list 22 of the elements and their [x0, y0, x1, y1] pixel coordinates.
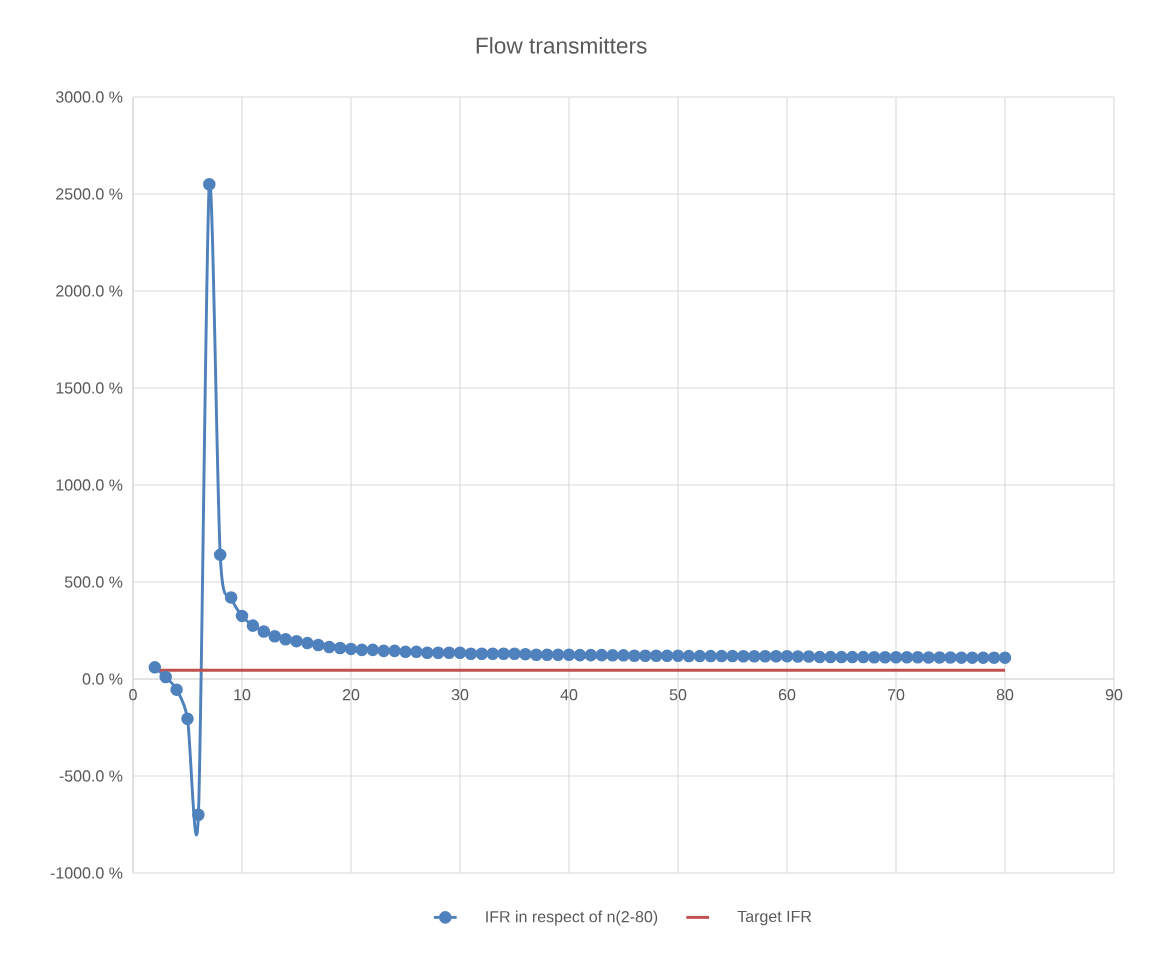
x-tick-label: 20: [342, 689, 360, 701]
y-tick-label: 1000.0 %: [56, 479, 123, 491]
y-tick-label: 2000.0 %: [56, 285, 123, 297]
x-tick-label: 40: [560, 689, 578, 701]
x-tick-label: 60: [778, 689, 796, 701]
x-tick-label: 50: [669, 689, 687, 701]
x-tick-label: 90: [1105, 689, 1123, 701]
x-tick-label: 30: [451, 689, 469, 701]
x-tick-label: 80: [996, 689, 1014, 701]
x-tick-label: 10: [234, 689, 251, 701]
x-tick-label: 0: [129, 689, 137, 701]
legend-label: Target IFR: [737, 910, 812, 926]
y-tick-label: 3000.0 %: [55, 91, 123, 103]
y-tick-label: 0.0 %: [82, 673, 123, 685]
legend-label: IFR in respect of n(2-80): [486, 910, 658, 926]
y-tick-label: 500.0 %: [64, 576, 123, 588]
y-tick-label: -1000.0 %: [50, 867, 123, 879]
y-tick-label: 1500.0 %: [56, 382, 123, 394]
chart-title: Flow transmitters: [476, 37, 647, 54]
y-tick-label: -500.0 %: [59, 770, 123, 782]
x-tick-label: 70: [887, 689, 905, 701]
y-tick-label: 2500.0 %: [56, 188, 123, 200]
